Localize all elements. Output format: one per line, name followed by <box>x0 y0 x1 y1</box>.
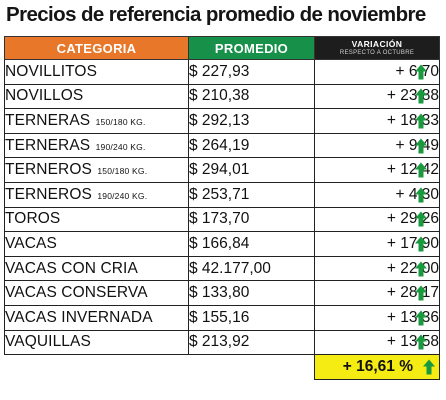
category-cell: VACAS INVERNADA <box>4 304 189 331</box>
arrow-up-icon <box>415 138 427 154</box>
category-cell: VAQUILLAS <box>4 329 189 356</box>
variation-value: + 23,88 <box>386 87 439 105</box>
arrow-up-icon <box>415 285 427 301</box>
category-weight-range: 190/240 KG. <box>97 190 148 201</box>
category-name: VAQUILLAS <box>5 333 91 351</box>
column-header-promedio: PROMEDIO <box>188 36 315 60</box>
arrow-up-icon <box>415 211 427 227</box>
variation-value: + 12,42 <box>386 161 439 179</box>
category-name: TERNERAS <box>5 136 91 154</box>
variation-cell: + 9,49 <box>314 132 440 159</box>
category-cell: TOROS <box>4 206 189 233</box>
table-row: NOVILLITOS $ 227,93+ 6,70 <box>4 59 440 85</box>
category-name: VACAS CONSERVA <box>5 284 148 302</box>
price-cell: $ 253,71 <box>188 181 315 208</box>
total-spacer <box>5 355 189 380</box>
column-header-variacion: VARIACIÓN RESPECTO A OCTUBRE <box>314 36 440 60</box>
table-row: VACAS $ 166,84 + 17,90 <box>4 231 440 257</box>
category-cell: TERNEROS 190/240 KG. <box>4 181 189 208</box>
category-name: NOVILLOS <box>5 87 84 105</box>
arrow-up-icon <box>415 334 427 350</box>
table-row: TERNEROS 150/180 KG. $ 294,01 + 12,42 <box>4 157 440 183</box>
price-table: CATEGORIA PROMEDIO VARIACIÓN RESPECTO A … <box>4 36 440 380</box>
table-row: TERNERAS 190/240 KG.$ 264,19+ 9,49 <box>4 132 440 159</box>
category-name: TERNEROS <box>5 161 92 179</box>
arrow-up-icon <box>415 64 427 80</box>
arrow-up-icon <box>423 359 435 375</box>
page-title: Precios de referencia promedio de noviem… <box>6 3 426 26</box>
table-row: VAQUILLAS $ 213,92 + 13,58 <box>4 329 440 356</box>
category-name: NOVILLITOS <box>5 62 98 80</box>
variation-cell: + 17,90 <box>314 231 440 257</box>
table-row: TERNEROS 190/240 KG.$ 253,71+ 4,30 <box>4 181 440 208</box>
price-cell: $ 294,01 <box>188 157 315 183</box>
variation-value: + 13,58 <box>386 333 439 351</box>
variation-value: + 17,90 <box>386 234 439 252</box>
price-cell: $ 210,38 <box>188 83 315 110</box>
table-row: TOROS $ 173,70 + 29,26 <box>4 206 440 233</box>
arrow-up-icon <box>415 236 427 252</box>
category-name: VACAS CON CRIA <box>5 259 138 277</box>
variation-cell: + 22,00 <box>314 255 440 282</box>
arrow-up-icon <box>415 310 427 326</box>
category-cell: TERNERAS 150/180 KG. <box>4 108 189 134</box>
variation-cell: + 13,58 <box>314 329 440 356</box>
variation-cell: + 29,26 <box>314 206 440 233</box>
total-spacer <box>189 355 315 380</box>
arrow-up-icon <box>415 88 427 104</box>
variation-cell: + 4,30 <box>314 181 440 208</box>
arrow-up-icon <box>415 187 427 203</box>
variation-value: + 28,17 <box>386 284 439 302</box>
arrow-up-icon <box>415 261 427 277</box>
category-cell: VACAS CONSERVA <box>4 280 189 306</box>
category-name: TERNEROS <box>5 185 92 203</box>
variation-value: + 13,36 <box>386 308 439 326</box>
price-cell: $ 173,70 <box>188 206 315 233</box>
total-row: + 16,61 % <box>5 354 440 380</box>
variation-cell: + 28,17 <box>314 280 440 306</box>
table-row: TERNERAS 150/180 KG. $ 292,13 + 18,33 <box>4 108 440 134</box>
category-cell: NOVILLITOS <box>4 59 189 85</box>
category-cell: VACAS CON CRIA <box>4 255 189 282</box>
column-header-categoria: CATEGORIA <box>4 36 189 60</box>
price-cell: $ 42.177,00 <box>188 255 315 282</box>
category-name: VACAS <box>5 234 57 252</box>
category-weight-range: 190/240 KG. <box>95 141 146 152</box>
table-row: VACAS INVERNADA $ 155,16 + 13,36 <box>4 304 440 331</box>
category-cell: TERNERAS 190/240 KG. <box>4 132 189 159</box>
variation-cell: + 23,88 <box>314 83 440 110</box>
table-row: VACAS CONSERVA $ 133,80 + 28,17 <box>4 280 440 306</box>
category-cell: TERNEROS 150/180 KG. <box>4 157 189 183</box>
category-weight-range: 150/180 KG. <box>95 116 146 127</box>
variation-value: + 18,33 <box>386 111 439 129</box>
variation-cell: + 12,42 <box>314 157 440 183</box>
variation-cell: + 18,33 <box>314 108 440 134</box>
price-cell: $ 292,13 <box>188 108 315 134</box>
price-cell: $ 166,84 <box>188 231 315 257</box>
table-row: VACAS CON CRIA $ 42.177,00 + 22,00 <box>4 255 440 282</box>
variacion-sublabel: RESPECTO A OCTUBRE <box>339 50 415 57</box>
category-cell: NOVILLOS <box>4 83 189 110</box>
variation-cell: + 6,70 <box>314 59 440 85</box>
category-name: TOROS <box>5 210 61 228</box>
price-cell: $ 213,92 <box>188 329 315 356</box>
price-cell: $ 155,16 <box>188 304 315 331</box>
variation-value: + 29,26 <box>386 210 439 228</box>
category-name: TERNERAS <box>5 111 91 129</box>
variation-value: + 22,00 <box>386 259 439 277</box>
total-variation-cell: + 16,61 % <box>314 354 440 380</box>
category-name: VACAS INVERNADA <box>5 308 153 326</box>
category-weight-range: 150/180 KG. <box>97 166 148 177</box>
price-cell: $ 133,80 <box>188 280 315 306</box>
arrow-up-icon <box>415 113 427 129</box>
variacion-label: VARIACIÓN <box>351 38 403 49</box>
total-variation-value: + 16,61 % <box>342 357 413 375</box>
header-row: CATEGORIA PROMEDIO VARIACIÓN RESPECTO A … <box>4 36 440 60</box>
price-cell: $ 264,19 <box>188 132 315 159</box>
price-cell: $ 227,93 <box>188 59 315 85</box>
table-row: NOVILLOS $ 210,38 + 23,88 <box>4 83 440 110</box>
category-cell: VACAS <box>4 231 189 257</box>
variation-cell: + 13,36 <box>314 304 440 331</box>
arrow-up-icon <box>415 162 427 178</box>
